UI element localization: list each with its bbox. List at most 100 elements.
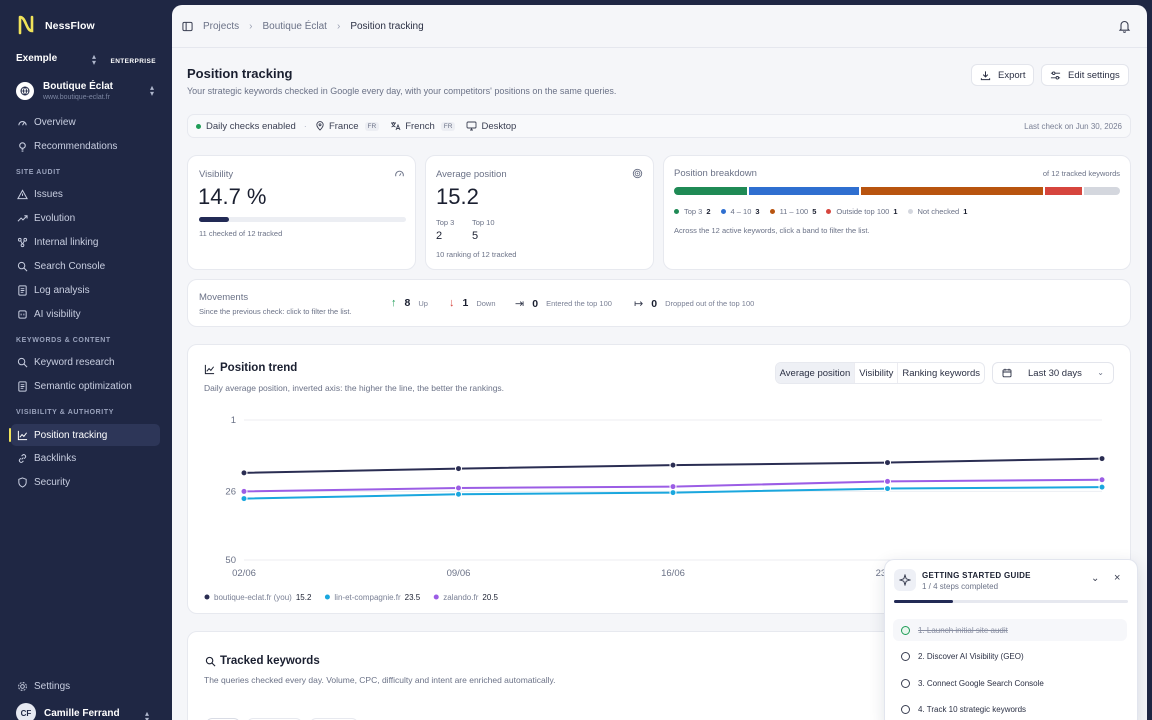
- guide-progress-track: [894, 600, 1128, 603]
- data-point: [884, 485, 891, 493]
- sidebar-item-evolution[interactable]: Evolution: [11, 207, 160, 229]
- chevron-down-icon[interactable]: ⌄: [1091, 573, 1100, 584]
- enter-icon: ⇥: [515, 298, 525, 310]
- breakdown-band[interactable]: [1083, 187, 1120, 195]
- breadcrumb-projects[interactable]: Projects: [203, 20, 240, 32]
- circle-icon: [901, 704, 910, 714]
- breakdown-band[interactable]: [674, 187, 747, 195]
- breakdown-band[interactable]: [860, 187, 1043, 195]
- x-tick-label: 16/06: [661, 568, 685, 579]
- bell-icon[interactable]: [1118, 19, 1131, 33]
- data-point: [240, 487, 248, 495]
- device-label: Desktop: [481, 120, 517, 132]
- top10-label: Top 10: [472, 218, 495, 227]
- language-tag: FR: [440, 121, 456, 131]
- legend-dot: [433, 594, 439, 600]
- sidebar-toggle-icon[interactable]: [182, 21, 193, 32]
- tab-visibility[interactable]: Visibility: [855, 363, 899, 383]
- sliders-icon: [1050, 70, 1061, 80]
- guide-step[interactable]: 4. Track 10 strategic keywords: [893, 698, 1127, 720]
- country-chip: France FR: [315, 121, 380, 132]
- edit-settings-button[interactable]: Edit settings: [1041, 64, 1129, 86]
- average-position-card: Average position 15.2 Top 3 2 Top 10 5 1…: [425, 155, 654, 270]
- user-name: Camille Ferrand: [44, 707, 120, 719]
- sidebar-item-internal-linking[interactable]: Internal linking: [11, 231, 160, 253]
- sidebar-item-semantic-optimization[interactable]: Semantic optimization: [11, 375, 160, 397]
- sidebar-item-settings[interactable]: Settings: [11, 675, 160, 697]
- sidebar-item-issues[interactable]: Issues: [11, 183, 160, 205]
- guide-step[interactable]: 3. Connect Google Search Console: [893, 672, 1127, 694]
- sidebar-item-security[interactable]: Security: [11, 471, 160, 493]
- tab-ranking-keywords[interactable]: Ranking keywords: [902, 367, 980, 379]
- position-breakdown-card: Position breakdown of 12 tracked keyword…: [663, 155, 1131, 270]
- data-point: [240, 469, 248, 477]
- translate-icon: [391, 122, 401, 131]
- sidebar-item-ai-visibility[interactable]: AI visibility: [11, 303, 160, 325]
- breakdown-legend-item[interactable]: 4 – 10 3: [720, 207, 760, 216]
- movement-down[interactable]: ↓ 1 Down: [449, 297, 496, 309]
- ai-icon: [18, 309, 27, 319]
- brand[interactable]: NessFlow: [17, 15, 95, 37]
- movement-up[interactable]: ↑ 8 Up: [391, 297, 428, 309]
- breakdown-legend-item[interactable]: Outside top 100 1: [826, 207, 898, 216]
- sidebar-item-backlinks[interactable]: Backlinks: [11, 447, 160, 469]
- sidebar-item-label: Settings: [34, 680, 71, 692]
- data-point: [455, 465, 462, 473]
- breakdown-legend-item[interactable]: 11 – 100 5: [769, 207, 816, 216]
- getting-started-guide: GETTING STARTED GUIDE 1 / 4 steps comple…: [884, 559, 1138, 720]
- arrow-up-icon: ↑: [391, 297, 397, 309]
- search-icon: [205, 656, 216, 667]
- breakdown-legend-item[interactable]: Not checked 1: [907, 207, 967, 216]
- tab-average-position[interactable]: Average position: [775, 363, 856, 383]
- legend-series-name: lin-et-compagnie.fr: [334, 593, 401, 602]
- visibility-progress-fill: [199, 217, 230, 222]
- guide-step[interactable]: 2. Discover AI Visibility (GEO): [893, 645, 1127, 667]
- date-range-select[interactable]: Last 30 days ⌄: [992, 362, 1114, 384]
- legend-series-name: zalando.fr: [443, 593, 478, 602]
- section-keywords-content: KEYWORDS & CONTENT: [16, 337, 111, 344]
- trend-metric-tabs: Average position Visibility Ranking keyw…: [774, 362, 985, 384]
- sidebar-item-search-console[interactable]: Search Console: [11, 255, 160, 277]
- legend-dot: [769, 209, 775, 214]
- sidebar-item-overview[interactable]: Overview: [11, 111, 160, 133]
- guide-step[interactable]: 1. Launch initial site audit: [893, 619, 1127, 641]
- separator: ·: [303, 120, 307, 132]
- brand-name: NessFlow: [45, 20, 95, 32]
- sidebar-item-keyword-research[interactable]: Keyword research: [11, 351, 160, 373]
- export-button[interactable]: Export: [971, 64, 1035, 86]
- shield-icon: [18, 476, 27, 488]
- project-switcher[interactable]: Boutique Éclat www.boutique-eclat.fr ▴ ▾: [16, 76, 156, 106]
- legend-dot: [324, 594, 330, 600]
- workspace-switcher[interactable]: Exemple ▴ ▾ ENTERPRISE: [16, 53, 156, 67]
- date-range-label: Last 30 days: [1028, 367, 1082, 379]
- movement-dropped[interactable]: ↦ 0 Dropped out of the top 100: [634, 297, 755, 311]
- sidebar-item-recommendations[interactable]: Recommendations: [11, 135, 160, 157]
- circle-icon: [901, 678, 910, 688]
- sidebar-item-label: Log analysis: [34, 284, 90, 296]
- legend-count: 2: [706, 207, 711, 216]
- data-point: [240, 495, 248, 503]
- sidebar-item-label: Keyword research: [34, 356, 115, 368]
- check-circle-icon: [901, 625, 910, 635]
- download-icon: [980, 70, 991, 80]
- sidebar-item-label: Search Console: [34, 260, 106, 272]
- movement-up-label: Up: [418, 298, 428, 308]
- legend-dot: [720, 209, 726, 214]
- data-point: [669, 489, 677, 497]
- breadcrumb-project[interactable]: Boutique Éclat: [262, 20, 327, 32]
- legend-series-name: boutique-eclat.fr (you): [214, 593, 292, 602]
- sidebar-item-label: AI visibility: [34, 308, 81, 320]
- user-menu[interactable]: CF Camille Ferrand ▴ ▾: [16, 703, 149, 720]
- sidebar-item-log-analysis[interactable]: Log analysis: [11, 279, 160, 301]
- movement-dropped-label: Dropped out of the top 100: [665, 299, 755, 308]
- top3-value: 2: [436, 230, 443, 242]
- breakdown-band[interactable]: [749, 187, 859, 195]
- sidebar-item-position-tracking[interactable]: Position tracking: [9, 424, 160, 446]
- close-icon[interactable]: ×: [1114, 572, 1121, 584]
- data-point: [455, 490, 462, 498]
- page-subtitle: Your strategic keywords checked in Googl…: [187, 86, 617, 96]
- breakdown-band[interactable]: [1045, 187, 1082, 195]
- movement-entered[interactable]: ⇥ 0 Entered the top 100: [515, 297, 612, 311]
